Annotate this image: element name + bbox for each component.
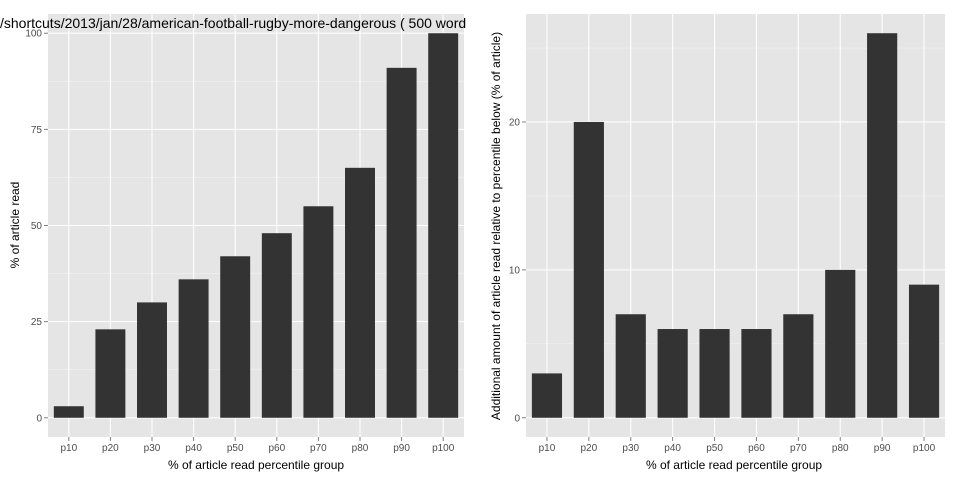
x-tick-label: p30 xyxy=(144,443,161,454)
x-tick-label: p20 xyxy=(102,443,119,454)
bar-p50 xyxy=(220,256,251,418)
x-axis-title: % of article read percentile group xyxy=(646,458,822,472)
bar-p70 xyxy=(783,314,814,418)
bar-p70 xyxy=(303,206,334,418)
y-tick-label: 75 xyxy=(31,125,43,136)
y-axis-title: Additional amount of article read relati… xyxy=(489,32,503,420)
y-tick-label: 50 xyxy=(31,221,43,232)
x-tick-label: p60 xyxy=(748,443,765,454)
bar-p40 xyxy=(178,279,209,418)
bar-p100 xyxy=(428,33,459,418)
x-tick-label: p90 xyxy=(874,443,891,454)
x-tick-label: p80 xyxy=(352,443,369,454)
y-tick-label: 25 xyxy=(31,317,43,328)
bar-p90 xyxy=(867,33,898,418)
x-tick-label: p30 xyxy=(622,443,639,454)
bar-p100 xyxy=(908,284,940,418)
bar-p80 xyxy=(345,167,375,418)
bar-p50 xyxy=(699,329,730,418)
x-tick-label: p40 xyxy=(185,443,202,454)
bar-p80 xyxy=(825,269,856,418)
y-tick-label: 0 xyxy=(514,413,520,424)
x-axis-title: % of article read percentile group xyxy=(168,458,344,472)
x-tick-label: p100 xyxy=(913,443,936,454)
y-tick-label: 20 xyxy=(509,117,521,128)
x-tick-label: p70 xyxy=(790,443,807,454)
x-tick-label: p60 xyxy=(268,443,285,454)
x-tick-label: p90 xyxy=(393,443,410,454)
bar-p90 xyxy=(386,67,417,418)
bar-p60 xyxy=(261,233,292,418)
bar-p60 xyxy=(741,329,772,418)
x-tick-label: p40 xyxy=(664,443,681,454)
bar-p30 xyxy=(137,302,167,418)
x-tick-label: p50 xyxy=(706,443,723,454)
bar-p30 xyxy=(615,314,646,418)
bar-p10 xyxy=(531,373,563,418)
chart-title: /shortcuts/2013/jan/28/american-football… xyxy=(0,15,466,31)
y-tick-label: 0 xyxy=(36,413,42,424)
bar-p10 xyxy=(53,406,84,418)
y-tick-label: 100 xyxy=(25,29,42,40)
y-axis-title: % of article read xyxy=(8,182,22,269)
x-tick-label: p100 xyxy=(432,443,455,454)
bar-p40 xyxy=(657,329,688,418)
chart-panel-2: 0 10 20 p10 p20 p30 p40 p50 p60 p70 p80 p90 p100 % of… xyxy=(489,14,945,472)
bar-p20 xyxy=(573,121,604,418)
x-tick-label: p20 xyxy=(581,443,598,454)
x-tick-label: p10 xyxy=(60,443,77,454)
x-tick-label: p80 xyxy=(832,443,849,454)
x-tick-label: p50 xyxy=(227,443,244,454)
x-tick-label: p10 xyxy=(539,443,556,454)
bar-p20 xyxy=(95,329,126,418)
y-tick-label: 10 xyxy=(509,265,521,276)
x-tick-label: p70 xyxy=(310,443,327,454)
chart-panel-1: 0 25 50 75 100 p10 p20 p30 p40 p50 p60 p70 p80 p90 p10… xyxy=(0,14,466,472)
